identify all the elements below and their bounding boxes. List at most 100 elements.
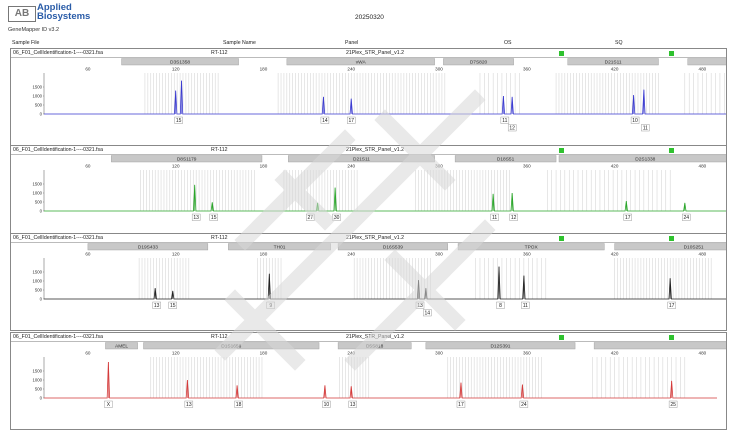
brand-name: Applied Biosystems	[37, 3, 90, 22]
allele-call-box[interactable]	[174, 116, 183, 124]
y-tick-label: 500	[35, 387, 43, 392]
allele-call-label: 17	[625, 215, 631, 221]
x-tick-label: 300	[435, 351, 443, 356]
x-tick-label: 120	[172, 67, 180, 72]
allele-call-box[interactable]	[630, 116, 640, 124]
panel-info-row: 06_F01_CellIdentification-1----0321.fsa R…	[11, 333, 726, 342]
quality-flag-indicator[interactable]	[559, 235, 564, 241]
locus-box[interactable]	[87, 243, 209, 251]
x-tick-label: 420	[611, 67, 619, 72]
allele-call-box[interactable]	[668, 400, 678, 408]
locus-box[interactable]	[443, 58, 514, 66]
allele-call-box[interactable]	[104, 400, 113, 408]
allele-call-box[interactable]	[184, 400, 194, 408]
allele-call-label: 9	[269, 303, 272, 309]
col-sq: SQ	[615, 40, 623, 46]
locus-box[interactable]	[567, 58, 659, 66]
signal-trace	[44, 80, 726, 115]
panel-info-row: 06_F01_CellIdentification-1----0321.fsa R…	[11, 146, 726, 155]
panel-panel-name: 21Plex_STR_Panel_v1.2	[346, 334, 404, 340]
allele-call-label: 12	[509, 126, 515, 132]
allele-call-label: 11	[643, 126, 648, 132]
x-tick-label: 60	[85, 252, 91, 257]
allele-call-label: 14	[322, 118, 328, 124]
report-date: 20250320	[355, 14, 384, 21]
x-tick-label: 480	[699, 351, 707, 356]
allele-call-box[interactable]	[507, 124, 517, 132]
quality-flag-indicator[interactable]	[559, 147, 564, 153]
locus-label: D7S820	[470, 60, 488, 66]
electropherogram-plot: D8S1179D21S11D18S51D2S1338Penta D6012018…	[32, 155, 726, 221]
x-tick-label: 360	[523, 164, 531, 169]
panel-sample-name: RT-112	[211, 235, 228, 241]
allele-call-label: 18	[236, 402, 242, 408]
allele-call-label: 13	[186, 402, 192, 408]
locus-box[interactable]	[286, 58, 435, 66]
allele-call-box[interactable]	[521, 301, 530, 309]
x-tick-label: 420	[611, 351, 619, 356]
quality-flag-indicator[interactable]	[669, 235, 674, 241]
panel-sample-name: RT-112	[211, 334, 228, 340]
x-tick-label: 480	[699, 252, 707, 257]
allele-call-label: 13	[350, 402, 356, 408]
allele-call-label: 13	[417, 303, 423, 309]
quality-flag-indicator[interactable]	[559, 50, 564, 56]
x-tick-label: 240	[347, 351, 355, 356]
locus-label: TH01	[274, 245, 286, 251]
allele-call-box[interactable]	[152, 301, 161, 309]
panel-panel-name: 21Plex_STR_Panel_v1.2	[346, 147, 404, 153]
allele-call-label: 10	[324, 402, 330, 408]
panel-sample-file: 06_F01_CellIdentification-1----0321.fsa	[13, 235, 103, 241]
panel-sample-file: 06_F01_CellIdentification-1----0321.fsa	[13, 50, 103, 56]
x-tick-label: 120	[172, 252, 180, 257]
locus-box[interactable]	[614, 243, 726, 251]
quality-flag-indicator[interactable]	[559, 334, 564, 340]
allele-call-box[interactable]	[623, 213, 632, 221]
locus-box[interactable]	[593, 342, 726, 350]
locus-label: D21S11	[605, 60, 622, 66]
allele-call-label: 11	[523, 303, 528, 309]
allele-call-box[interactable]	[456, 400, 466, 408]
panel-sample-name: RT-112	[211, 147, 228, 153]
allele-call-box[interactable]	[667, 301, 676, 309]
x-tick-label: 60	[85, 67, 91, 72]
electropherogram-plot: D19S433TH01D16S539TPOXD10S251D6S10436012…	[32, 243, 726, 317]
allele-call-label: 30	[334, 215, 340, 221]
allele-call-box[interactable]	[234, 400, 243, 408]
electropherogram-panel: 06_F01_CellIdentification-1----0321.fsa R…	[10, 332, 727, 430]
x-tick-label: 60	[85, 164, 91, 169]
allele-call-box[interactable]	[496, 301, 505, 309]
x-tick-label: 480	[699, 67, 707, 72]
panel-info-row: 06_F01_CellIdentification-1----0321.fsa R…	[11, 234, 726, 243]
locus-box[interactable]	[105, 342, 138, 350]
x-tick-label: 240	[347, 67, 355, 72]
allele-call-box[interactable]	[168, 301, 177, 309]
allele-call-box[interactable]	[500, 116, 510, 124]
x-tick-label: 180	[260, 67, 268, 72]
allele-call-label: 17	[458, 402, 464, 408]
quality-flag-indicator[interactable]	[669, 147, 674, 153]
locus-label: D12S391	[490, 344, 510, 350]
allele-call-box[interactable]	[519, 400, 529, 408]
signal-trace	[44, 266, 726, 300]
signal-trace	[44, 184, 726, 212]
allele-call-label: 17	[348, 118, 354, 124]
allele-call-box[interactable]	[348, 400, 357, 408]
x-tick-label: 60	[85, 351, 91, 356]
locus-box[interactable]	[558, 155, 726, 163]
quality-flag-indicator[interactable]	[669, 334, 674, 340]
allele-call-box[interactable]	[191, 213, 201, 221]
y-tick-label: 0	[40, 297, 43, 302]
locus-label: D19S433	[138, 245, 158, 251]
allele-call-label: 27	[307, 215, 313, 221]
locus-box[interactable]	[121, 58, 239, 66]
quality-flag-indicator[interactable]	[669, 50, 674, 56]
locus-label: AMEL	[115, 344, 128, 350]
allele-call-box[interactable]	[509, 213, 518, 221]
allele-call-box[interactable]	[682, 213, 691, 221]
allele-call-box[interactable]	[322, 400, 331, 408]
y-tick-label: 1500	[32, 270, 42, 275]
locus-box[interactable]	[687, 58, 726, 66]
allele-call-box[interactable]	[641, 124, 650, 132]
panel-panel-name: 21Plex_STR_Panel_v1.2	[346, 50, 404, 56]
